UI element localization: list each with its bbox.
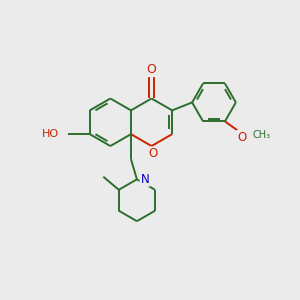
- Text: N: N: [140, 173, 149, 186]
- Text: O: O: [237, 131, 246, 144]
- Text: O: O: [147, 63, 157, 76]
- Text: CH₃: CH₃: [253, 130, 271, 140]
- Text: O: O: [148, 148, 157, 160]
- Text: HO: HO: [42, 129, 59, 139]
